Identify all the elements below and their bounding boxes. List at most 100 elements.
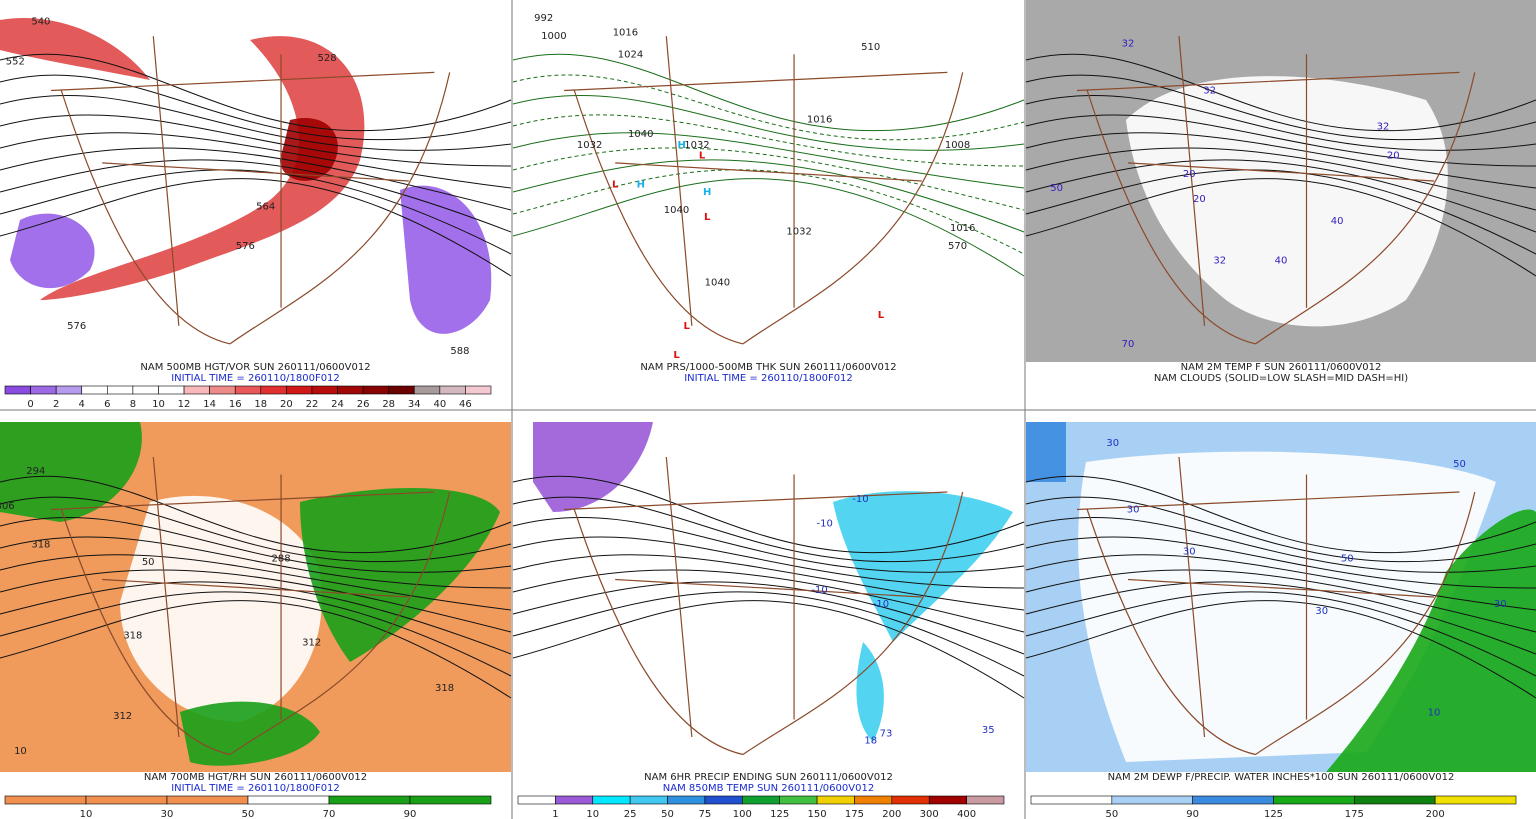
contour-line — [512, 53, 1025, 132]
colorbar-label: 10 — [586, 809, 599, 819]
contour-line — [1025, 581, 1536, 655]
contour-line — [1025, 516, 1536, 573]
contour-line — [512, 94, 1025, 151]
field-shade — [1126, 76, 1448, 327]
colorbar-label: 22 — [306, 399, 319, 410]
contour-label: 294 — [26, 466, 45, 477]
contour-label: 1016 — [807, 114, 832, 125]
contour-line — [0, 74, 512, 141]
contour-label: 32 — [1203, 86, 1216, 97]
contour-line — [0, 114, 512, 167]
pressure-center: L — [878, 310, 885, 321]
contour-label: 318 — [435, 683, 454, 694]
colorbar-swatch — [30, 385, 57, 395]
colorbar-swatch — [409, 795, 492, 805]
contour-label: 552 — [6, 57, 25, 68]
panel-subtitle: NAM 850MB TEMP SUN 260111/0600V012 — [663, 783, 874, 794]
borders — [1076, 36, 1476, 345]
colorbar-swatch — [55, 385, 83, 395]
contour-label: 570 — [948, 241, 967, 252]
colorbar-swatch — [234, 385, 262, 395]
contour-line — [0, 475, 512, 554]
colorbar-swatch — [328, 795, 411, 805]
contour-line — [1025, 536, 1536, 589]
contour-label: 1000 — [541, 31, 566, 42]
contour-line — [512, 600, 1025, 699]
contour-label: 1024 — [618, 49, 643, 60]
colorbar-swatch — [166, 795, 249, 805]
field-shade — [856, 642, 884, 742]
panel-subtitle: INITIAL TIME = 260110/1800F012 — [684, 373, 853, 384]
contour-label: 30 — [1315, 606, 1328, 617]
contour-label: 32 — [1377, 122, 1390, 133]
contour-line — [0, 536, 512, 589]
contour-line — [0, 554, 512, 611]
contour-label: 564 — [256, 201, 275, 212]
colorbar-swatch — [4, 385, 31, 395]
field-shade — [1326, 509, 1536, 772]
colorbar-swatch — [85, 795, 168, 805]
contour-line — [0, 94, 512, 151]
colorbar-label: 34 — [408, 399, 421, 410]
contour-line — [512, 159, 1025, 233]
field-shade — [280, 118, 338, 181]
contour-label: 40 — [1275, 256, 1288, 267]
colorbar-label: 30 — [161, 809, 174, 819]
colorbar-label: 200 — [882, 809, 901, 819]
colorbar-swatch — [555, 795, 594, 805]
colorbar-swatch — [966, 795, 1005, 805]
contour-label: 30 — [1183, 547, 1196, 558]
borders — [51, 456, 451, 756]
panel-subtitle: INITIAL TIME = 260110/1800F012 — [171, 373, 340, 384]
contour-line — [512, 114, 1025, 167]
panel-title: NAM 2M DEWP F/PRECIP. WATER INCHES*100 S… — [1108, 772, 1455, 783]
borders — [51, 36, 451, 345]
colorbar-label: 16 — [229, 399, 242, 410]
contour-line — [1025, 591, 1536, 677]
map-panel: 30 30 30 30 50 30 10 50 — [1025, 422, 1536, 772]
contour-line — [512, 554, 1025, 611]
contour-label: 18 — [864, 736, 877, 747]
colorbar-swatch — [1434, 795, 1517, 805]
field-shade — [0, 422, 142, 522]
colorbar-swatch — [1111, 795, 1193, 805]
contour-label: 50 — [1453, 459, 1466, 470]
map-panel: 32 32 20 20 32 32 40 50 70 20 40 — [1025, 0, 1536, 362]
contour-line — [0, 159, 512, 233]
contour-line — [512, 178, 1025, 277]
colorbar-swatch — [107, 385, 134, 395]
contour-line — [0, 496, 512, 563]
contour-label: 1032 — [577, 140, 602, 151]
colorbar-label: 8 — [130, 399, 136, 410]
contour-line — [512, 169, 1025, 255]
colorbar-swatch — [81, 385, 108, 395]
colorbar-label: 2 — [53, 399, 59, 410]
contour-label: 30 — [1127, 505, 1140, 516]
colorbar-label: 25 — [624, 809, 637, 819]
colorbar-swatch — [439, 385, 466, 395]
contour-label: 32 — [1122, 38, 1135, 49]
colorbar-swatch — [517, 795, 556, 805]
contour-label: 1016 — [950, 223, 975, 234]
colorbar-swatch — [413, 385, 441, 395]
contour-label: 32 — [1213, 256, 1226, 267]
contour-label: 1008 — [945, 140, 970, 151]
contour-line — [512, 516, 1025, 573]
colorbar-swatch — [465, 385, 492, 395]
contour-label: 50 — [142, 557, 155, 568]
colorbar-swatch — [854, 795, 893, 805]
colorbar-label: 70 — [323, 809, 336, 819]
contour-line — [512, 147, 1025, 211]
contour-label: -10 — [852, 494, 868, 505]
colorbar-label: 300 — [920, 809, 939, 819]
colorbar-label: 175 — [845, 809, 864, 819]
colorbar-label: 90 — [404, 809, 417, 819]
borders — [1076, 456, 1476, 756]
colorbar-swatch — [1354, 795, 1436, 805]
pressure-center: L — [612, 180, 619, 191]
contour-label: 576 — [67, 321, 86, 332]
borders — [564, 36, 964, 345]
colorbar-swatch — [629, 795, 668, 805]
pressure-center: H — [703, 187, 711, 198]
map-background — [513, 0, 1024, 362]
